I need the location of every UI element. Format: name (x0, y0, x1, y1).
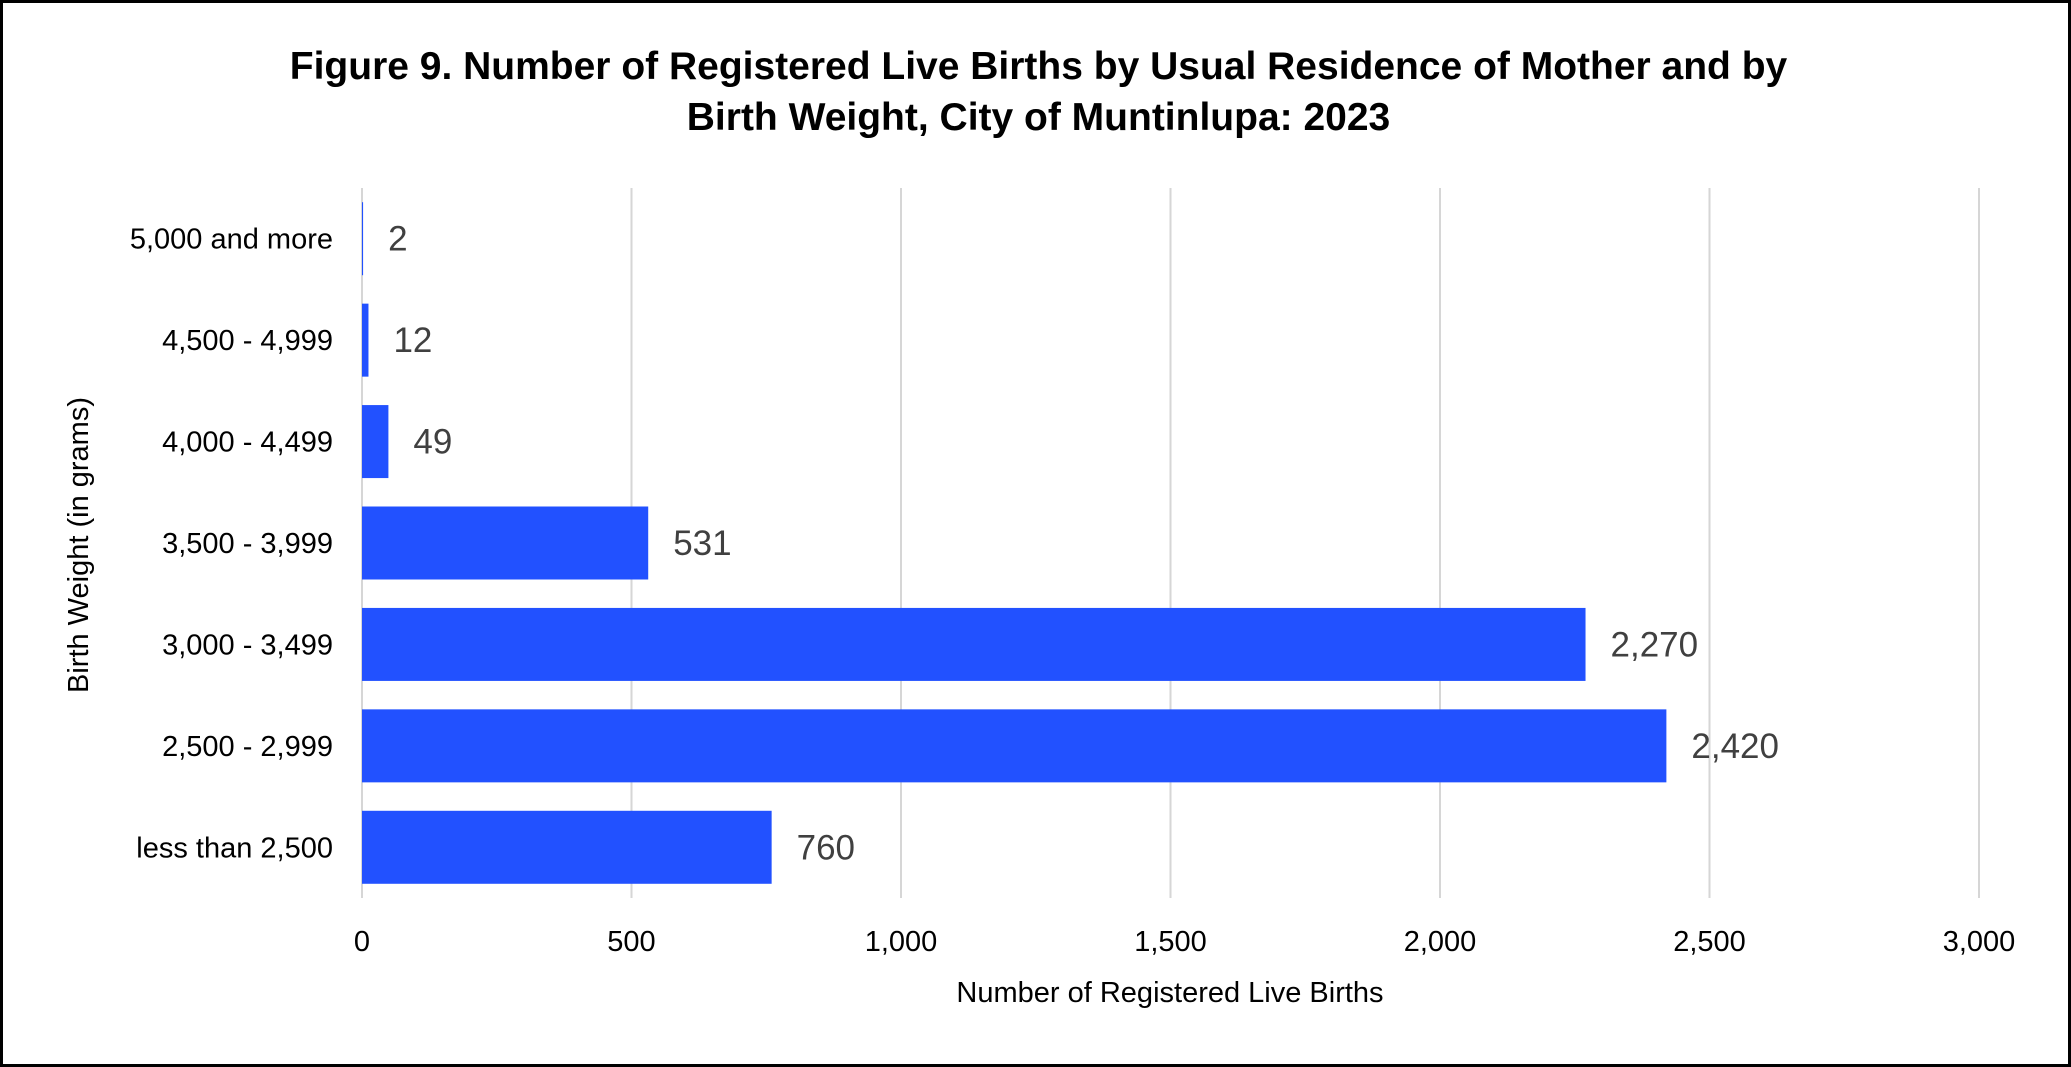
category-label: 4,000 - 4,499 (162, 427, 333, 459)
value-label: 760 (797, 828, 855, 867)
x-tick-label: 3,000 (1943, 926, 2016, 958)
x-tick-label: 1,500 (1134, 926, 1207, 958)
chart-title: Figure 9. Number of Registered Live Birt… (3, 41, 2071, 143)
bar (362, 709, 1667, 783)
value-label: 12 (393, 321, 432, 360)
chart-title-line-1: Figure 9. Number of Registered Live Birt… (289, 45, 1788, 88)
category-label: 3,500 - 3,999 (162, 528, 333, 560)
value-label: 2,420 (1691, 727, 1779, 766)
category-label: 2,500 - 2,999 (162, 731, 333, 763)
x-tick-label: 1,000 (865, 926, 938, 958)
bar (362, 303, 369, 377)
bar (362, 506, 649, 580)
y-axis-title: Birth Weight (in grams) (63, 397, 95, 693)
x-tick-label: 2,000 (1404, 926, 1477, 958)
bar (362, 202, 364, 276)
value-label: 2,270 (1611, 625, 1699, 664)
x-tick-labels: 0 500 1,000 1,500 2,000 2,500 3,000 (354, 926, 2015, 958)
bar (362, 405, 389, 479)
bar (362, 607, 1586, 681)
chart-title-line-2: Birth Weight, City of Muntinlupa: 2023 (686, 96, 1391, 139)
value-label: 49 (413, 423, 452, 462)
category-labels: 5,000 and more 4,500 - 4,999 4,000 - 4,499… (130, 224, 333, 865)
category-label: 5,000 and more (130, 224, 333, 256)
x-tick-label: 500 (607, 926, 655, 958)
category-label: less than 2,500 (136, 832, 333, 864)
category-label: 4,500 - 4,999 (162, 325, 333, 357)
x-tick-label: 0 (354, 926, 370, 958)
value-label: 531 (673, 524, 731, 563)
bars (362, 202, 1667, 884)
category-label: 3,000 - 3,499 (162, 629, 333, 661)
x-axis-title: Number of Registered Live Births (956, 977, 1383, 1009)
value-labels: 2 12 49 531 2,270 2,420 760 (388, 220, 1779, 868)
value-label: 2 (388, 220, 407, 259)
bar (362, 810, 772, 884)
x-tick-label: 2,500 (1673, 926, 1746, 958)
